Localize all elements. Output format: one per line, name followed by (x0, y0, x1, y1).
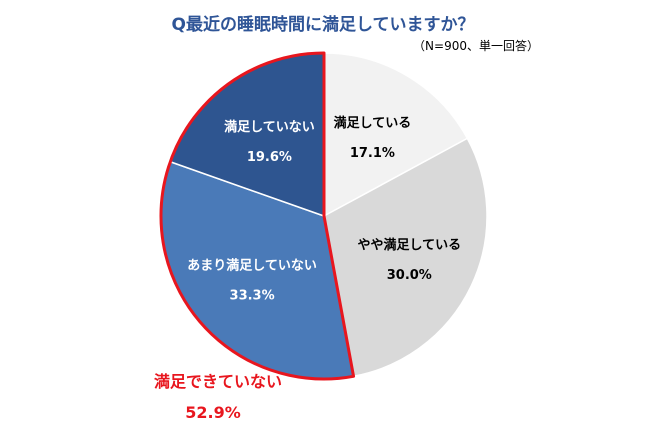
chart-subtitle: （N=900、単一回答） (413, 38, 539, 53)
slice-labels: 満足している 17.1% やや満足している 30.0% あまり満足していない 33.3% 満… (187, 115, 461, 304)
slice-category-label: あまり満足していない (187, 257, 317, 273)
slice-label-group: やや満足している 30.0% (357, 237, 461, 283)
slice-label-group: 満足していない 19.6% (224, 119, 315, 165)
slice-value-label: 17.1% (350, 146, 395, 161)
slice-label-group: 満足している 17.1% (334, 115, 412, 161)
slice-category-label: 満足している (334, 115, 412, 131)
highlight-callout-value: 52.9% (185, 403, 241, 422)
slice-category-label: 満足していない (224, 119, 315, 135)
pie-slice (323, 137, 488, 378)
slice-value-label: 33.3% (230, 288, 275, 303)
pie-slices (160, 52, 488, 380)
chart-title: Q最近の睡眠時間に満足していますか？ (172, 14, 475, 35)
slice-category-label: やや満足している (357, 237, 461, 253)
highlight-callout-label: 満足できていない (154, 372, 282, 391)
slice-value-label: 19.6% (247, 150, 292, 165)
pie-slice (323, 52, 469, 218)
slice-value-label: 30.0% (387, 268, 432, 283)
slice-label-group: あまり満足していない 33.3% (187, 257, 317, 303)
highlight-outline (159, 51, 356, 381)
